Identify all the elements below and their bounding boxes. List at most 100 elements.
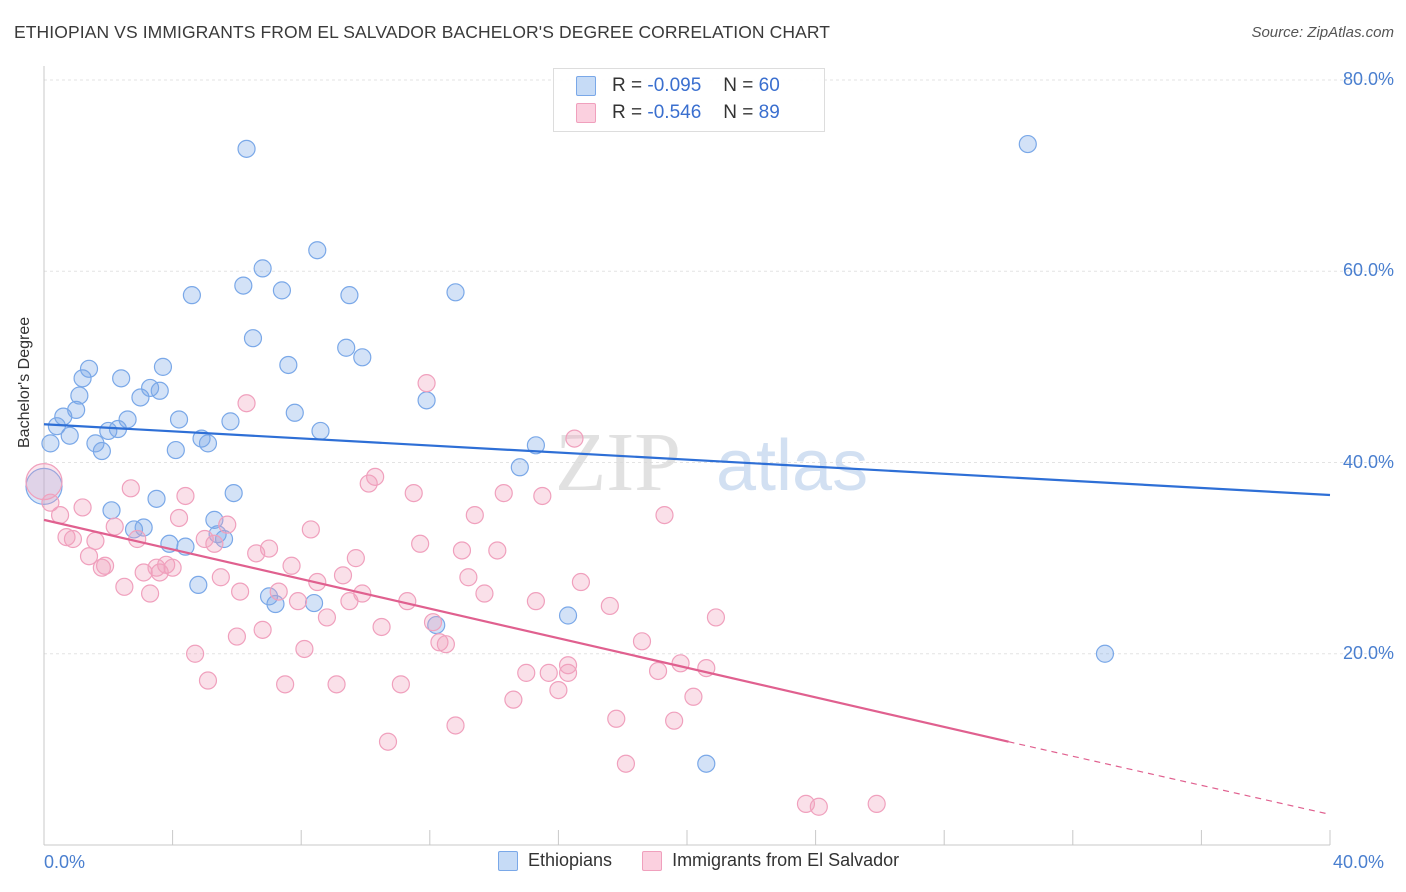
series-legend: Ethiopians Immigrants from El Salvador [498,850,929,871]
data-point [169,508,189,528]
y-tick-label: 60.0% [1342,260,1394,281]
legend-r-value: -0.095 [647,75,702,96]
data-point [337,338,356,357]
trend-line-series-1 [43,518,1009,743]
data-point [237,139,256,158]
y-tick-label: 40.0% [1342,451,1394,472]
x-tick-label-min: 0.0% [44,852,86,872]
data-point [510,458,529,477]
legend-item-el-salvador[interactable]: Immigrants from El Salvador [642,850,899,871]
data-point [417,374,436,393]
data-point [600,596,619,616]
grid-lines [44,79,1392,655]
data-point [549,680,568,700]
data-point [526,592,545,611]
data-point [404,484,423,503]
data-point [231,582,250,601]
data-point [304,593,324,613]
data-point [684,687,703,706]
legend-row-el-salvador: R = -0.546 N = 89 [576,100,780,126]
data-point [50,505,70,525]
data-point [494,484,513,503]
data-point [92,441,111,461]
data-point [224,484,243,503]
data-point [372,617,391,637]
data-point [118,410,137,429]
legend-swatch-ethiopians [498,850,518,871]
data-point [150,381,169,400]
data-point [558,663,578,682]
legend-row-ethiopians: R = -0.095 N = 60 [576,73,780,99]
watermark-zip: ZIP [555,416,681,509]
data-point [366,467,385,486]
data-point [169,410,189,429]
data-point [558,656,578,675]
data-point [115,577,134,596]
data-point [41,493,60,512]
data-point [446,283,465,302]
data-point [533,486,552,506]
legend-label-el-salvador: Immigrants from El Salvador [672,850,900,870]
data-point [288,592,308,611]
data-point [452,541,472,560]
data-point [526,436,545,455]
data-point [86,531,105,551]
data-point [285,403,304,422]
y-tick-label: 20.0% [1342,642,1394,663]
data-point [671,654,690,673]
data-point [1095,644,1115,663]
data-point [558,606,578,625]
legend-item-ethiopians[interactable]: Ethiopians [498,850,612,871]
data-point [63,529,83,549]
data-point [346,549,365,568]
legend-n-value: 60 [758,75,780,96]
data-point [272,281,292,300]
data-point [317,608,337,627]
data-point [195,529,214,549]
data-point [276,675,295,694]
data-point [607,709,626,728]
data-point [182,286,201,305]
data-point [163,558,182,577]
data-point [67,400,86,420]
data-point [446,716,465,735]
data-point [95,556,115,575]
legend-r-label: R = [612,102,643,123]
data-point [311,421,330,441]
data-point [411,534,430,553]
data-point [153,357,173,376]
data-point [632,632,652,651]
data-point [269,582,288,601]
legend-r-value: -0.546 [647,102,702,123]
data-point [423,613,443,632]
data-point [665,711,684,730]
data-point [301,520,320,539]
data-point [105,517,124,536]
data-point [706,608,726,627]
axes [43,66,1331,846]
legend-n-label: N = [723,102,754,123]
data-point [166,440,185,460]
legend-label-ethiopians: Ethiopians [528,850,613,870]
chart-title: ETHIOPIAN VS IMMIGRANTS FROM EL SALVADOR… [14,22,831,42]
data-point [25,467,63,506]
data-point [234,276,253,295]
data-point [295,639,314,659]
data-point [504,690,523,709]
data-point [218,515,237,534]
data-point [60,426,79,445]
data-point [282,556,301,575]
series-0-points [25,134,1115,773]
data-point [211,568,230,587]
data-point [176,486,195,506]
data-point [92,558,111,577]
data-point [79,359,99,378]
trend-line-dashed-series-1 [1008,741,1331,815]
data-point [41,434,60,453]
data-point [102,501,121,520]
data-point [189,575,208,595]
data-point [259,539,279,558]
data-point [70,386,89,405]
data-point [809,797,828,816]
